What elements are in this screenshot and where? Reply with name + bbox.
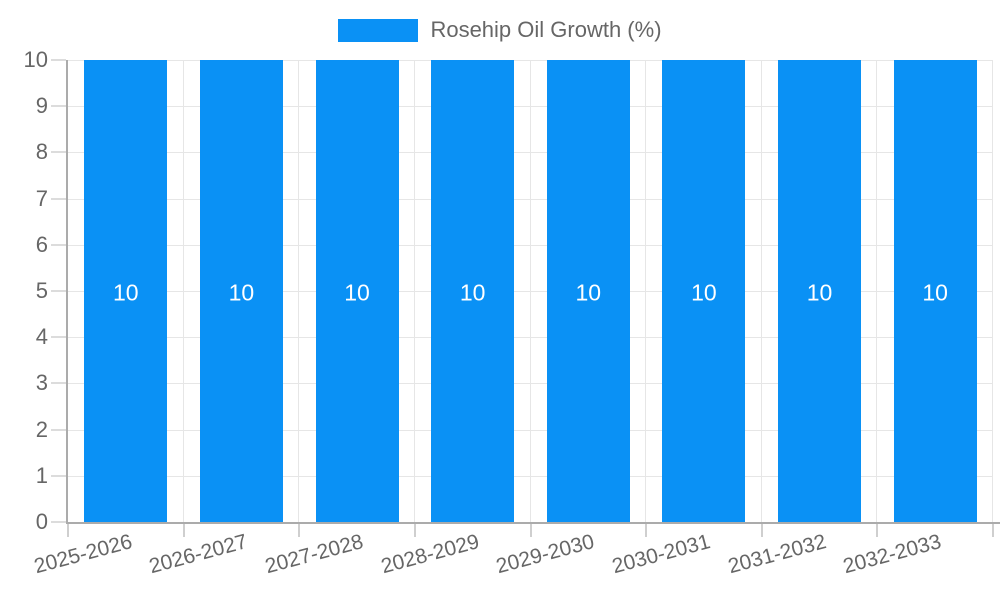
x-tick-label: 2032-2033 [840,530,944,579]
y-tick-mark [51,428,66,431]
x-tick-mark [761,524,763,537]
gridline-x [530,60,531,522]
x-tick-label: 2030-2031 [609,530,713,579]
bar-value-label: 10 [691,279,717,306]
x-tick-mark [992,524,994,537]
bar-value-label: 10 [459,279,486,306]
y-tick-label: 0 [35,509,48,534]
y-tick-label: 8 [35,139,48,165]
x-tick-mark [414,524,416,537]
bar[interactable] [316,60,399,522]
x-axis-border [66,522,1000,524]
x-tick-label: 2027-2028 [262,530,366,579]
x-tick-label: 2025-2026 [31,530,135,579]
y-tick-mark [51,243,66,246]
bar-value-label: 10 [113,279,139,306]
y-tick-mark [51,105,66,108]
gridline-x [761,60,762,522]
bar[interactable] [547,60,630,522]
y-tick-mark [51,474,66,477]
legend-label: Rosehip Oil Growth (%) [430,17,662,42]
x-tick-mark [876,524,878,537]
y-tick-mark [51,197,66,200]
bar-value-label: 10 [228,279,255,306]
x-tick-label: 2029-2030 [494,530,598,579]
y-tick-label: 10 [23,47,48,72]
y-tick-mark [51,382,66,385]
y-tick-label: 1 [35,462,48,488]
y-tick-label: 7 [35,185,48,211]
gridline-x [298,60,299,522]
x-tick-label: 2031-2032 [725,530,829,579]
y-tick-mark [51,290,66,292]
bar-value-label: 10 [922,279,948,306]
bar[interactable] [84,60,167,522]
bar[interactable] [894,60,977,522]
x-tick-mark [67,524,69,537]
y-tick-label: 2 [35,416,48,442]
y-tick-mark [51,521,66,523]
y-tick-mark [51,59,66,61]
y-tick-label: 4 [35,324,48,350]
x-tick-mark [645,524,647,537]
y-tick-label: 5 [35,278,48,303]
x-tick-mark [183,524,185,537]
x-tick-mark [530,524,532,537]
legend-swatch [338,18,419,42]
y-tick-mark [51,151,66,154]
bar-value-label: 10 [575,279,602,306]
y-tick-label: 3 [35,370,48,396]
legend-item[interactable]: Rosehip Oil Growth (%) [0,17,1000,43]
y-tick-label: 9 [35,93,48,119]
gridline-x [645,60,646,522]
plot-area: 10 10 10 10 10 10 10 10 [68,60,993,522]
x-tick-label: 2026-2027 [147,530,251,579]
y-tick-label: 6 [35,231,48,257]
bar[interactable] [778,60,861,522]
gridline-x [876,60,877,522]
bar[interactable] [200,60,283,522]
x-tick-label: 2028-2029 [378,530,482,579]
bar[interactable] [662,60,745,522]
x-tick-mark [298,524,300,537]
y-axis-border [66,60,68,522]
bar-value-label: 10 [344,279,370,306]
gridline-x [183,60,184,522]
bar[interactable] [431,60,514,522]
gridline-x [414,60,415,522]
gridline-x [992,60,993,522]
bar-value-label: 10 [806,279,833,306]
y-tick-mark [51,336,66,339]
